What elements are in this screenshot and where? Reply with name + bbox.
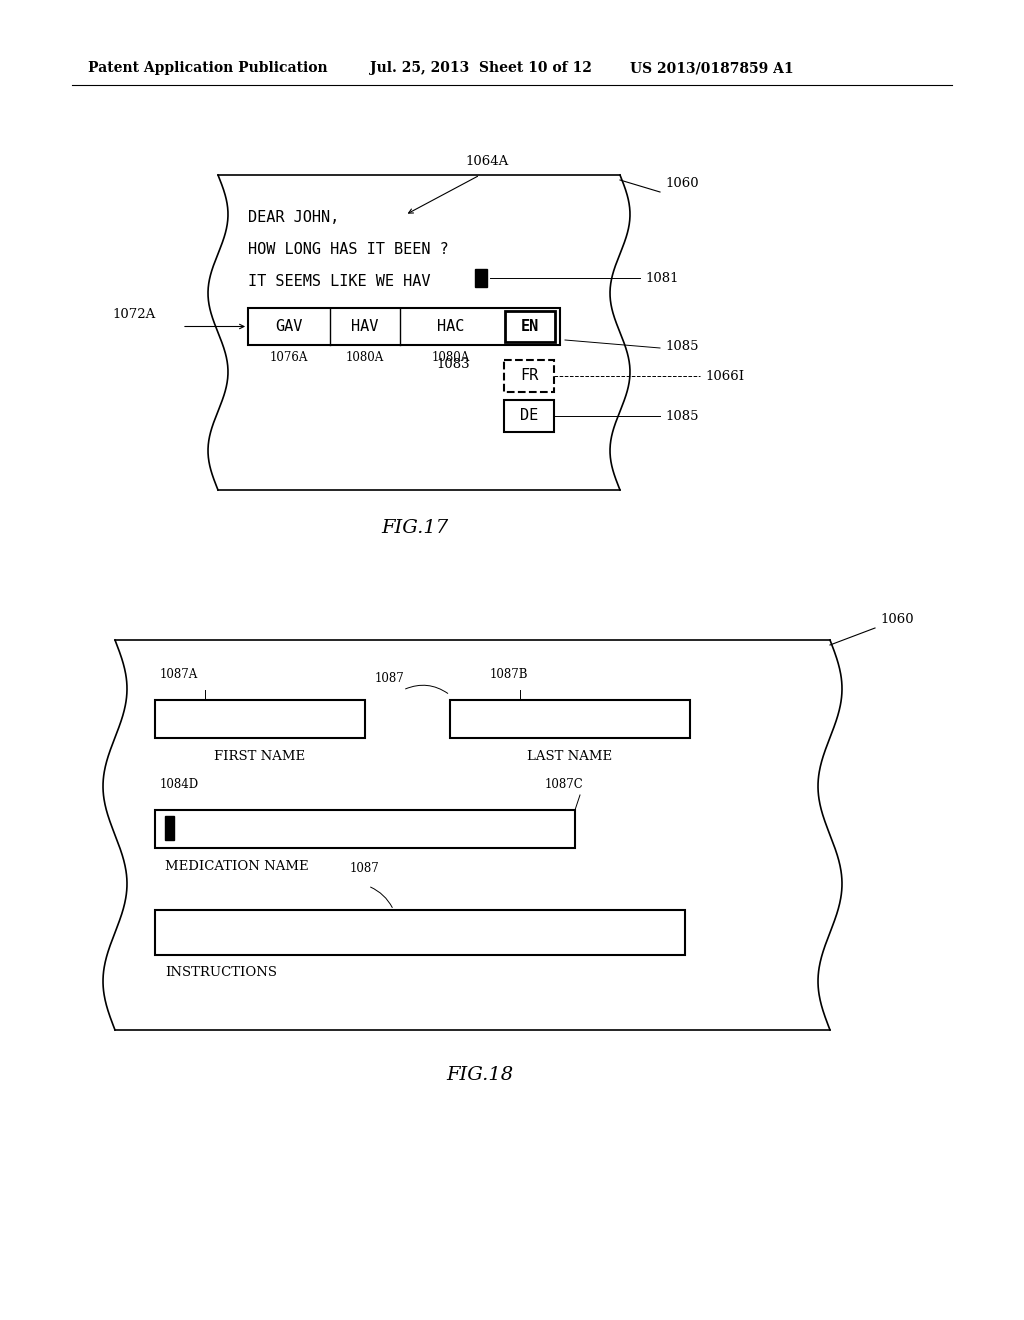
Bar — [475, 269, 487, 286]
Text: HAC: HAC — [437, 319, 465, 334]
Text: GAV: GAV — [275, 319, 303, 334]
Text: 1084D: 1084D — [160, 777, 199, 791]
Text: FIRST NAME: FIRST NAME — [214, 750, 305, 763]
Text: 1087: 1087 — [375, 672, 404, 685]
Bar — [450, 700, 690, 738]
Text: FIG.18: FIG.18 — [446, 1067, 514, 1084]
Bar — [165, 816, 174, 840]
Text: 1083: 1083 — [436, 358, 470, 371]
Text: Patent Application Publication: Patent Application Publication — [88, 61, 328, 75]
Text: 1085: 1085 — [665, 339, 698, 352]
Text: INSTRUCTIONS: INSTRUCTIONS — [165, 966, 278, 979]
Bar — [504, 400, 554, 432]
Text: 1080A: 1080A — [346, 351, 384, 364]
Text: 1087A: 1087A — [160, 668, 199, 681]
Bar — [248, 308, 560, 345]
Text: FR: FR — [520, 368, 539, 384]
Text: 1064A: 1064A — [465, 154, 508, 168]
Text: EN: EN — [521, 319, 539, 334]
Bar — [155, 810, 575, 847]
Text: 1066I: 1066I — [705, 370, 744, 383]
Text: 1080A: 1080A — [432, 351, 470, 364]
Text: LAST NAME: LAST NAME — [527, 750, 612, 763]
Text: FIG.17: FIG.17 — [381, 519, 449, 537]
Bar — [505, 312, 555, 342]
Text: 1076A: 1076A — [269, 351, 308, 364]
Text: 1087: 1087 — [350, 862, 380, 875]
Text: MEDICATION NAME: MEDICATION NAME — [165, 859, 308, 873]
Text: 1060: 1060 — [880, 612, 913, 626]
Bar — [155, 909, 685, 954]
Text: 1087C: 1087C — [545, 777, 584, 791]
Text: 1060: 1060 — [665, 177, 698, 190]
Text: IT SEEMS LIKE WE HAV: IT SEEMS LIKE WE HAV — [248, 275, 430, 289]
Text: DE: DE — [520, 408, 539, 424]
Text: Jul. 25, 2013  Sheet 10 of 12: Jul. 25, 2013 Sheet 10 of 12 — [370, 61, 592, 75]
Bar — [155, 700, 365, 738]
Text: 1072A: 1072A — [112, 309, 156, 322]
Text: 1085: 1085 — [665, 409, 698, 422]
Text: 1087B: 1087B — [490, 668, 528, 681]
Text: HAV: HAV — [351, 319, 379, 334]
Text: DEAR JOHN,: DEAR JOHN, — [248, 210, 339, 224]
Bar — [504, 360, 554, 392]
Text: 1081: 1081 — [645, 272, 679, 285]
Text: US 2013/0187859 A1: US 2013/0187859 A1 — [630, 61, 794, 75]
Text: HOW LONG HAS IT BEEN ?: HOW LONG HAS IT BEEN ? — [248, 242, 449, 257]
